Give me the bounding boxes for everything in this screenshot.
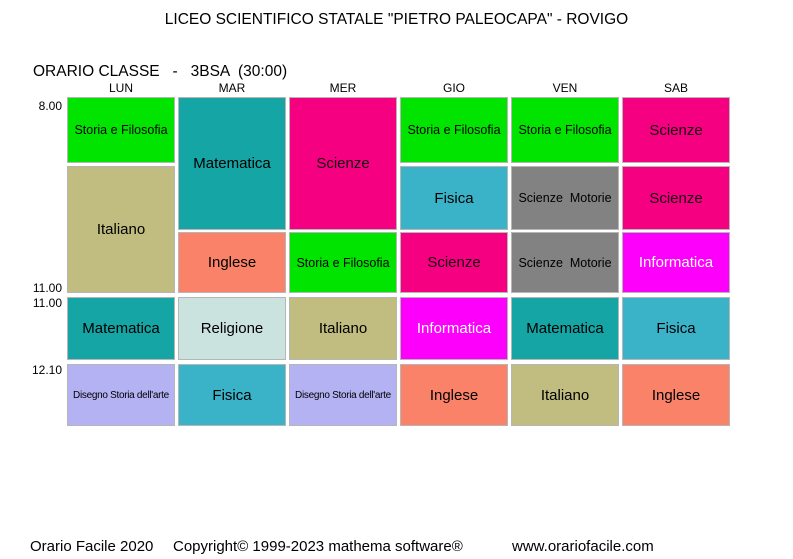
footer-copyright: Copyright© 1999-2023 mathema software®: [173, 538, 463, 555]
lesson-subject: Disegno Storia dell'arte: [73, 389, 169, 401]
lesson-subject: Scienze Motorie: [518, 191, 612, 205]
lesson-subject: Scienze: [649, 189, 703, 207]
time-label: 12.10: [31, 363, 62, 377]
lesson-cell: Disegno Storia dell'arte: [289, 364, 397, 426]
lesson-subject: Scienze: [427, 254, 481, 271]
lesson-cell: Italiano: [511, 364, 619, 426]
lesson-subject: Italiano: [318, 320, 368, 337]
day-header-lun: LUN: [108, 81, 133, 95]
lesson-cell: Italiano: [289, 297, 397, 360]
lesson-cell: Informatica: [400, 297, 508, 360]
lesson-subject: Fisica: [212, 386, 252, 404]
lesson-subject: Fisica: [434, 189, 474, 207]
lesson-subject: Fisica: [656, 320, 696, 337]
lesson-subject: Religione: [200, 320, 264, 337]
lesson-cell: Inglese: [622, 364, 730, 426]
lesson-cell: Scienze Motorie: [511, 232, 619, 293]
lesson-cell: Religione: [178, 297, 286, 360]
lesson-subject: Matematica: [82, 320, 160, 337]
lesson-cell: Disegno Storia dell'arte: [67, 364, 175, 426]
lesson-subject: Disegno Storia dell'arte: [295, 389, 391, 401]
time-label: 11.00: [32, 296, 62, 310]
footer-app-name: Orario Facile 2020: [30, 538, 154, 555]
lesson-subject: Inglese: [651, 386, 701, 404]
lesson-cell: Inglese: [178, 232, 286, 293]
lesson-cell: Inglese: [400, 364, 508, 426]
day-header-ven: VEN: [552, 81, 578, 95]
lesson-subject: Italiano: [96, 221, 146, 238]
lesson-cell: Storia e Filosofia: [511, 97, 619, 163]
lesson-subject: Inglese: [207, 254, 257, 271]
lesson-subject: Inglese: [429, 386, 479, 404]
page-title: LICEO SCIENTIFICO STATALE "PIETRO PALEOC…: [164, 11, 629, 28]
lesson-subject: Storia e Filosofia: [407, 123, 501, 137]
day-header-gio: GIO: [442, 81, 465, 95]
lesson-cell: Informatica: [622, 232, 730, 293]
lesson-cell: Matematica: [511, 297, 619, 360]
lesson-cell: Scienze: [622, 166, 730, 230]
lesson-cell: Matematica: [178, 97, 286, 230]
lesson-subject: Scienze Motorie: [518, 255, 612, 270]
day-header-sab: SAB: [663, 81, 688, 95]
day-header-mer: MER: [329, 81, 357, 95]
lesson-cell: Scienze Motorie: [511, 166, 619, 230]
footer-website: www.orariofacile.com: [512, 538, 654, 555]
lesson-cell: Matematica: [67, 297, 175, 360]
lesson-subject: Informatica: [638, 254, 714, 271]
lesson-subject: Scienze: [316, 155, 370, 172]
lesson-subject: Storia e Filosofia: [74, 123, 168, 137]
class-header: ORARIO CLASSE - 3BSA (30:00): [33, 63, 288, 80]
lesson-cell: Storia e Filosofia: [289, 232, 397, 293]
lesson-subject: Scienze: [649, 121, 703, 139]
time-label: 8.00: [38, 99, 62, 113]
lesson-cell: Fisica: [400, 166, 508, 230]
lesson-cell: Storia e Filosofia: [67, 97, 175, 163]
lesson-cell: Italiano: [67, 166, 175, 293]
lesson-cell: Scienze: [289, 97, 397, 230]
lesson-subject: Italiano: [540, 386, 590, 404]
lesson-subject: Matematica: [526, 320, 604, 337]
time-label: 11.00: [32, 281, 62, 295]
lesson-cell: Scienze: [400, 232, 508, 293]
lesson-cell: Storia e Filosofia: [400, 97, 508, 163]
lesson-subject: Storia e Filosofia: [296, 255, 390, 270]
lesson-subject: Storia e Filosofia: [518, 123, 612, 137]
lesson-subject: Matematica: [193, 155, 271, 172]
day-header-mar: MAR: [218, 81, 246, 95]
lesson-cell: Fisica: [622, 297, 730, 360]
lesson-cell: Scienze: [622, 97, 730, 163]
lesson-cell: Fisica: [178, 364, 286, 426]
lesson-subject: Informatica: [416, 320, 492, 337]
